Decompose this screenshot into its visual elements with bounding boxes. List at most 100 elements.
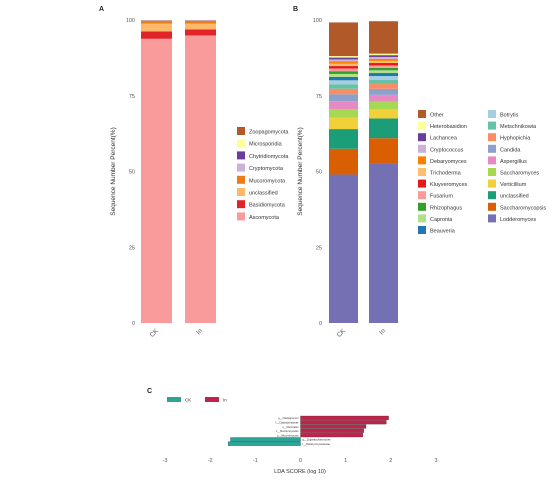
- legend-label-aspergillus: Aspergillus: [500, 159, 527, 165]
- legend-label-saccharomycopsis: Saccharomycopsis: [500, 205, 546, 211]
- legend-swatch-candida: [488, 144, 496, 153]
- panel-b-chart: 0 25 50 75 100 Sequence Number Percent(%) CK In…: [297, 18, 546, 339]
- legend-label-ascomycota: Ascomycota: [249, 215, 280, 221]
- panel-a-chart: 0 25 50 75 100 Sequence Number Percent(%) CK In…: [110, 18, 289, 339]
- bar-segment-metschnikowia-in: [369, 79, 398, 84]
- bar-segment-rhizophagus-ck: [329, 71, 358, 74]
- x-tick-label: 1: [344, 458, 347, 464]
- lda-bar-label: o__Mucorales: [282, 425, 299, 429]
- panel-c-lda-chart: CK In g__Cladosporiumf__Cladosporiaceaeo__…: [163, 397, 438, 475]
- lda-bar-g-zygosaccharomyces: [230, 437, 301, 442]
- legend-swatch-in: [205, 397, 219, 402]
- bar-segment-basidiomycota-in: [185, 29, 216, 36]
- legend-label-microsporidia: Microsporidia: [249, 142, 283, 148]
- legend-label-chytridiomycota: Chytridiomycota: [249, 154, 289, 160]
- lda-bar-label: f__Cladosporiaceae: [275, 421, 299, 425]
- legend-label-metschnikowia: Metschnikowia: [500, 124, 537, 130]
- legend-label-cryptomycota: Cryptomycota: [249, 166, 284, 172]
- bar-segment-debaryomyces-in: [369, 58, 398, 61]
- bar-segment-saccharomyces-ck: [329, 109, 358, 118]
- bar-segment-aspergillus-ck: [329, 101, 358, 110]
- bar-segment-kluyveromyces-ck: [329, 66, 358, 69]
- x-tick-label: 0: [299, 458, 302, 464]
- x-tick-label-in: In: [378, 327, 387, 336]
- legend-label-trichoderma: Trichoderma: [430, 171, 462, 177]
- lda-bar-f-debaryomycetaceae: [228, 441, 301, 446]
- bar-segment-candida-in: [369, 88, 398, 95]
- legend-swatch-verticillium: [488, 179, 496, 188]
- legend-swatch-debaryomyces: [418, 156, 426, 165]
- legend-swatch-kluyveromyces: [418, 179, 426, 188]
- x-tick-label: 3: [434, 458, 437, 464]
- legend-swatch-botrytis: [488, 110, 496, 118]
- bar-segment-saccharomycopsis-ck: [329, 148, 358, 175]
- bar-segment-botrytis-in: [369, 76, 398, 80]
- bar-segment-trichoderma-in: [369, 60, 398, 64]
- bar-segment-unclassified-in: [369, 118, 398, 139]
- x-tick-label-ck: CK: [149, 327, 161, 339]
- bar-segment-debaryomyces-ck: [329, 61, 358, 64]
- legend-swatch-ck: [167, 397, 181, 402]
- y-tick-label: 50: [129, 170, 135, 176]
- y-tick-label: 75: [129, 94, 135, 100]
- bar-segment-unclassified-in: [185, 23, 216, 30]
- legend-swatch-lodderomyces: [488, 214, 496, 223]
- y-tick-label: 0: [319, 321, 322, 327]
- lda-bar-c-mucoromycetes: [300, 428, 364, 433]
- legend-label-botrytis: Botrytis: [500, 113, 519, 119]
- bar-segment-verticillium-in: [369, 109, 398, 119]
- panel-label-b: B: [293, 6, 298, 13]
- bar-segment-lachancea-in: [369, 55, 398, 57]
- y-tick-label: 100: [126, 18, 135, 24]
- legend-label-fusarium: Fusarium: [430, 194, 453, 200]
- bar-segment-other-ck: [329, 22, 358, 57]
- bar-segment-capronia-ck: [329, 73, 358, 77]
- legend-swatch-capronia: [418, 214, 426, 223]
- legend-swatch-saccharomycopsis: [488, 202, 496, 211]
- panel-label-c: C: [147, 388, 152, 395]
- bar-segment-mucoromycota-in: [185, 20, 216, 24]
- legend-label-kluyveromyces: Kluyveromyces: [430, 182, 468, 188]
- bar-segment-lodderomyces-ck: [329, 174, 358, 323]
- y-axis-label: Sequence Number Percent(%): [297, 127, 304, 216]
- legend-label-ck: CK: [185, 398, 191, 403]
- legend-label-other: Other: [430, 113, 444, 119]
- bar-segment-verticillium-ck: [329, 117, 358, 130]
- legend-label-lodderomyces: Lodderomyces: [500, 217, 536, 223]
- bar-segment-hyphopichia-ck: [329, 88, 358, 95]
- legend-label-in: In: [223, 398, 227, 403]
- bar-segment-hyphopichia-in: [369, 83, 398, 89]
- x-tick-label-in: In: [195, 327, 204, 336]
- legend-label-beauveria: Beauveria: [430, 229, 456, 235]
- bar-segment-lachancea-ck: [329, 57, 358, 60]
- legend-label-basidiomycota: Basidiomycota: [249, 203, 286, 209]
- legend-swatch-beauveria: [418, 226, 426, 234]
- bar-segment-cryptococcus-in: [369, 56, 398, 59]
- bar-segment-basidiomycota-ck: [141, 31, 172, 39]
- legend-swatch-unclassified: [488, 191, 496, 200]
- bar-segment-beauveria-in: [369, 73, 398, 77]
- x-axis-label: LDA SCORE (log 10): [274, 469, 326, 475]
- legend-swatch-chytridiomycota: [237, 151, 245, 160]
- y-tick-label: 25: [129, 245, 135, 251]
- x-tick-label-ck: CK: [336, 327, 348, 339]
- legend-swatch-aspergillus: [488, 156, 496, 165]
- bar-segment-ascomycota-ck: [141, 38, 172, 323]
- bar-segment-cryptococcus-ck: [329, 59, 358, 62]
- lda-bar-f-cladosporiaceae: [300, 420, 387, 425]
- bar-segment-unclassified-ck: [141, 23, 172, 32]
- legend-swatch-other: [418, 110, 426, 118]
- legend-label-unclassified: unclassified: [500, 194, 529, 200]
- x-tick-label: -2: [208, 458, 213, 464]
- legend-swatch-heterobasidion: [418, 121, 426, 130]
- bar-segment-capronia-in: [369, 70, 398, 74]
- legend-swatch-ascomycota: [237, 212, 245, 221]
- y-tick-label: 100: [313, 18, 322, 24]
- y-tick-label: 50: [316, 170, 322, 176]
- y-tick-label: 25: [316, 245, 322, 251]
- bar-segment-heterobasidion-in: [369, 53, 398, 56]
- bar-segment-aspergillus-in: [369, 94, 398, 102]
- legend-swatch-hyphopichia: [488, 133, 496, 142]
- lda-bar-label: g__Zygosaccharomyces: [303, 438, 332, 442]
